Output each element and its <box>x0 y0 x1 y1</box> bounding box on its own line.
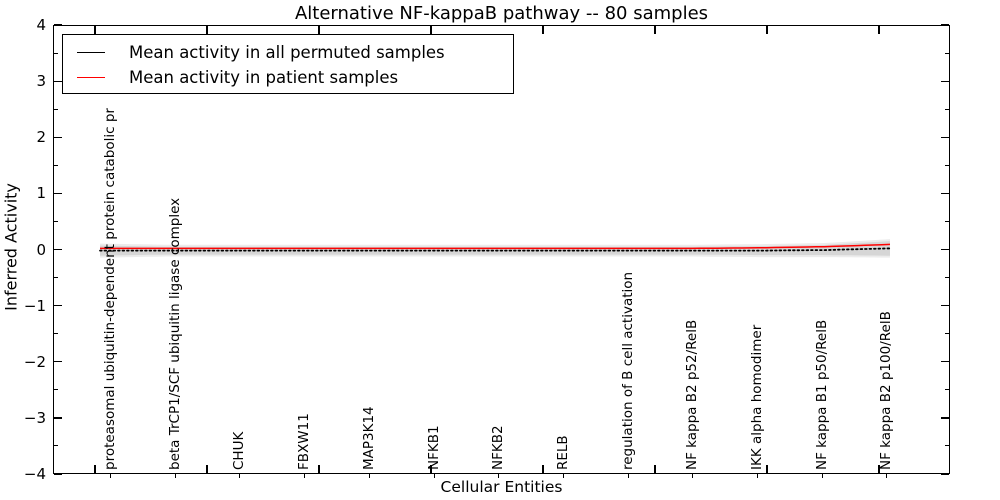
x-tick-label: beta TrCP1/SCF ubiquitin ligase complex <box>166 197 183 470</box>
tick-mark <box>430 26 432 34</box>
y-tick-label: −4 <box>23 465 46 483</box>
tick-mark <box>498 474 500 478</box>
tick-mark <box>941 473 949 475</box>
tick-mark <box>94 465 96 473</box>
y-tick-label: 2 <box>36 128 46 147</box>
tick-mark <box>945 333 949 335</box>
tick-mark <box>945 164 949 166</box>
tick-mark <box>945 108 949 110</box>
x-tick-label: FBXW11 <box>296 413 313 470</box>
tick-mark <box>368 474 370 478</box>
tick-mark <box>54 164 58 166</box>
tick-mark <box>878 26 880 34</box>
tick-mark <box>54 445 58 447</box>
x-tick-label: NF kappa B1 p50/RelB <box>813 319 830 470</box>
tick-mark <box>692 474 694 478</box>
y-tick-label: 1 <box>36 184 46 203</box>
tick-mark <box>945 389 949 391</box>
tick-mark <box>941 361 949 363</box>
legend-item: Mean activity in patient samples <box>63 65 513 90</box>
permuted-line <box>99 247 891 252</box>
plot-frame <box>53 25 950 474</box>
x-tick-label: RELB <box>554 435 571 470</box>
tick-mark <box>54 80 62 82</box>
tick-mark <box>945 445 949 447</box>
tick-mark <box>54 277 58 279</box>
tick-mark <box>654 26 656 34</box>
legend-line-patient <box>77 77 105 78</box>
y-tick-label: 0 <box>36 240 46 259</box>
tick-mark <box>941 24 949 26</box>
y-tick-label: −2 <box>23 352 46 371</box>
y-tick-label: −3 <box>23 408 46 427</box>
tick-mark <box>54 52 58 54</box>
x-tick-label: IKK alpha homodimer <box>749 324 765 470</box>
tick-mark <box>54 220 58 222</box>
y-tick-label: 4 <box>36 16 46 34</box>
tick-mark <box>886 474 888 478</box>
tick-mark <box>941 136 949 138</box>
tick-mark <box>54 389 58 391</box>
tick-mark <box>54 333 58 335</box>
tick-mark <box>821 474 823 478</box>
tick-mark <box>562 474 564 478</box>
tick-mark <box>54 417 62 419</box>
tick-mark <box>110 474 111 478</box>
tick-mark <box>941 80 949 82</box>
tick-mark <box>766 465 768 473</box>
x-tick-label: MAP3K14 <box>360 406 377 470</box>
tick-mark <box>542 465 544 473</box>
x-axis-label: Cellular Entities <box>440 478 563 496</box>
tick-mark <box>941 248 949 251</box>
tick-mark <box>433 474 435 478</box>
tick-mark <box>206 465 208 473</box>
x-tick-label: CHUK <box>231 431 248 470</box>
tick-mark <box>430 465 432 473</box>
chart-title: Alternative NF-kappaB pathway -- 80 samp… <box>294 3 709 24</box>
legend-line-permuted <box>77 52 105 53</box>
x-tick-label: NF kappa B2 p100/RelB <box>878 311 895 470</box>
tick-mark <box>878 465 880 473</box>
tick-mark <box>54 24 62 26</box>
tick-mark <box>54 248 62 251</box>
legend-label: Mean activity in all permuted samples <box>129 43 445 62</box>
tick-mark <box>941 305 949 307</box>
x-tick-label: regulation of B cell activation <box>619 271 636 470</box>
tick-mark <box>54 108 58 110</box>
tick-mark <box>239 474 241 478</box>
tick-mark <box>54 192 62 195</box>
tick-mark <box>654 465 656 473</box>
tick-mark <box>945 277 949 279</box>
tick-mark <box>304 474 306 478</box>
tick-mark <box>174 474 176 478</box>
tick-mark <box>945 220 949 222</box>
tick-mark <box>941 417 949 419</box>
patient-line <box>100 243 891 250</box>
tick-mark <box>766 26 768 34</box>
y-tick-label: −1 <box>23 296 46 315</box>
tick-mark <box>54 305 62 307</box>
x-tick-label: NFKB1 <box>425 425 442 470</box>
tick-mark <box>757 474 758 478</box>
x-tick-label: NF kappa B2 p52/RelB <box>684 319 701 470</box>
tick-mark <box>54 136 62 138</box>
tick-mark <box>945 52 949 54</box>
tick-mark <box>627 474 629 478</box>
tick-mark <box>54 473 62 475</box>
tick-mark <box>206 26 208 34</box>
y-tick-label: 3 <box>36 72 46 91</box>
x-tick-label: NFKB2 <box>490 425 507 470</box>
legend: Mean activity in all permuted samples Me… <box>62 34 514 94</box>
tick-mark <box>318 26 320 34</box>
x-tick-label: proteasomal ubiquitin-dependent protein … <box>102 108 118 470</box>
tick-mark <box>542 26 544 34</box>
legend-label: Mean activity in patient samples <box>129 68 399 87</box>
tick-mark <box>941 192 949 195</box>
tick-mark <box>94 26 96 34</box>
legend-item: Mean activity in all permuted samples <box>63 40 513 65</box>
tick-mark <box>318 465 320 473</box>
tick-mark <box>54 361 62 363</box>
